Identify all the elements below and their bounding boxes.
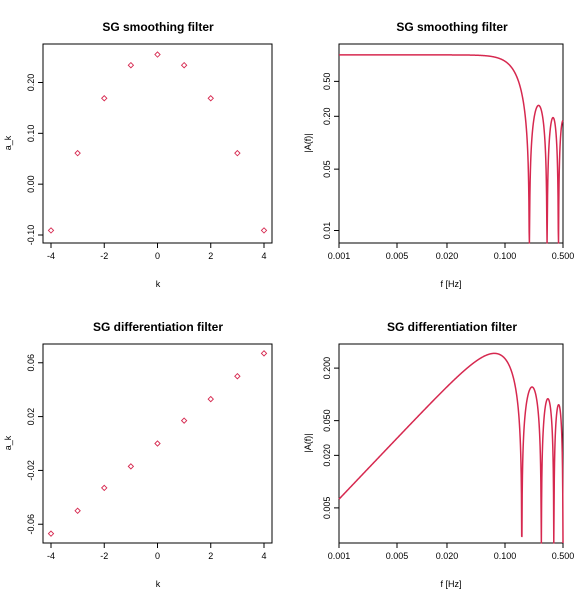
- x-tick-label: 0.020: [436, 551, 459, 561]
- data-point: [207, 395, 214, 403]
- y-axis-label: a_k: [3, 435, 13, 450]
- y-tick-label: 0.02: [26, 408, 36, 426]
- x-axis-label: f [Hz]: [440, 279, 461, 289]
- x-tick-label: -4: [47, 251, 55, 261]
- y-tick-label: 0.200: [322, 357, 332, 380]
- data-point: [234, 149, 241, 157]
- x-axis-label: k: [156, 579, 161, 589]
- y-tick-label: -0.06: [26, 514, 36, 535]
- y-tick-label: -0.10: [26, 225, 36, 246]
- y-tick-label: 0.020: [322, 444, 332, 467]
- panel-smoothing-coefficients: SG smoothing filter -4 -2 0 2 4 -0.10 0.00 0.1…: [3, 20, 273, 289]
- response-curve: [338, 352, 564, 544]
- plot-frame: [338, 343, 564, 544]
- x-tick-label: 0.100: [494, 551, 517, 561]
- panel-differentiation-response: SG differentiation filter 0.001 0.005 0.02…: [303, 320, 574, 589]
- y-axis: 0.01 0.05 0.20 0.50: [322, 73, 339, 240]
- y-axis-label: a_k: [3, 135, 13, 150]
- y-axis: -0.06 -0.02 0.02 0.06: [26, 354, 43, 534]
- y-axis-label: |A(f)|: [303, 433, 313, 452]
- x-tick-label: 4: [261, 251, 266, 261]
- y-tick-label: 0.00: [26, 175, 36, 193]
- x-tick-label: -2: [100, 551, 108, 561]
- plot-frame: [338, 43, 564, 244]
- x-axis: 0.001 0.005 0.020 0.100 0.500: [328, 543, 575, 561]
- data-point: [207, 95, 214, 102]
- chart-title: SG smoothing filter: [102, 20, 214, 34]
- x-tick-label: 0.500: [552, 551, 575, 561]
- x-tick-label: 2: [208, 551, 213, 561]
- x-tick-label: 0: [155, 251, 160, 261]
- data-point: [180, 61, 188, 69]
- data-point: [260, 227, 268, 234]
- y-axis: 0.005 0.020 0.050 0.200: [322, 357, 339, 519]
- x-tick-label: 0: [155, 551, 160, 561]
- data-point: [127, 61, 135, 69]
- data-point: [101, 95, 108, 102]
- x-tick-label: 4: [261, 551, 266, 561]
- x-axis-label: k: [156, 279, 161, 289]
- data-point: [101, 484, 108, 492]
- y-tick-label: 0.005: [322, 497, 332, 520]
- y-axis-label: |A(f)|: [303, 133, 313, 152]
- response-curve: [338, 54, 564, 244]
- x-tick-label: 0.001: [328, 551, 351, 561]
- x-axis-label: f [Hz]: [440, 579, 461, 589]
- data-point: [47, 227, 55, 234]
- x-tick-label: 0.100: [494, 251, 517, 261]
- chart-title: SG differentiation filter: [93, 320, 223, 334]
- y-tick-label: 0.10: [26, 125, 36, 143]
- x-axis: 0.001 0.005 0.020 0.100 0.500: [328, 243, 575, 261]
- chart-title: SG differentiation filter: [387, 320, 517, 334]
- data-point: [74, 149, 81, 157]
- x-tick-label: -2: [100, 251, 108, 261]
- data-series: [338, 54, 564, 244]
- y-tick-label: -0.02: [26, 460, 36, 481]
- y-tick-label: 0.01: [322, 222, 332, 240]
- y-tick-label: 0.050: [322, 409, 332, 432]
- x-tick-label: -4: [47, 551, 55, 561]
- data-point: [180, 417, 188, 424]
- chart-title: SG smoothing filter: [396, 20, 508, 34]
- data-point: [234, 372, 241, 380]
- x-tick-label: 0.020: [436, 251, 459, 261]
- y-tick-label: 0.05: [322, 160, 332, 178]
- data-point: [47, 530, 55, 537]
- data-point: [154, 440, 161, 447]
- x-tick-label: 0.005: [386, 251, 409, 261]
- x-tick-label: 0.500: [552, 251, 575, 261]
- data-point: [154, 51, 161, 58]
- x-axis: -4 -2 0 2 4: [47, 543, 267, 561]
- y-tick-label: 0.06: [26, 354, 36, 372]
- data-series: [47, 51, 268, 234]
- x-tick-label: 0.001: [328, 251, 351, 261]
- data-series: [47, 350, 268, 537]
- y-tick-label: 0.20: [322, 108, 332, 126]
- x-axis: -4 -2 0 2 4: [47, 243, 267, 261]
- data-series: [338, 352, 564, 544]
- panel-smoothing-response: SG smoothing filter 0.001 0.005 0.020 0.100…: [303, 20, 574, 289]
- y-tick-label: 0.20: [26, 74, 36, 92]
- data-point: [127, 463, 135, 470]
- x-tick-label: 0.005: [386, 551, 409, 561]
- data-point: [74, 507, 81, 515]
- data-point: [260, 350, 268, 357]
- panel-differentiation-coefficients: SG differentiation filter -4 -2 0 2 4 -0.06-…: [3, 320, 273, 589]
- y-axis: -0.10 0.00 0.10 0.20: [26, 74, 43, 246]
- x-tick-label: 2: [208, 251, 213, 261]
- y-tick-label: 0.50: [322, 73, 332, 91]
